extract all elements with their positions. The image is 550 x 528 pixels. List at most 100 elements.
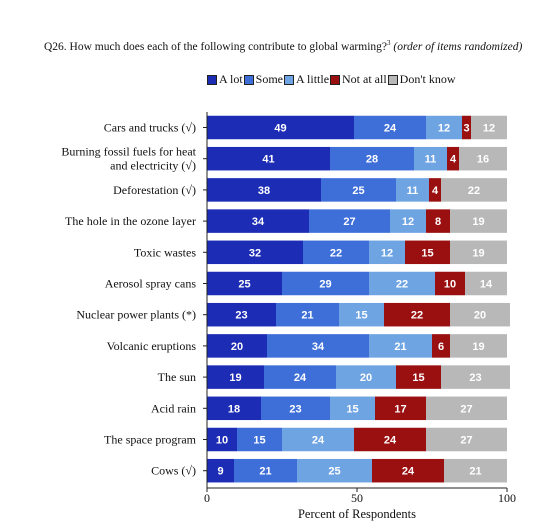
value-label: 19 (472, 341, 484, 353)
bar-segment (396, 365, 441, 389)
chart-title-text: Q26. How much does each of the following… (44, 40, 388, 53)
x-tick-label: 100 (498, 491, 516, 505)
chart-title-note: (order of items randomized) (393, 40, 523, 53)
bar-segment (429, 178, 441, 202)
value-label: 27 (460, 435, 472, 447)
value-label: 27 (343, 216, 355, 228)
value-label: 22 (330, 247, 342, 259)
x-axis-title: Percent of Respondents (298, 507, 416, 521)
value-label: 18 (228, 403, 240, 415)
bar-segment (354, 115, 426, 140)
value-label: 15 (253, 435, 265, 447)
bar-segment (261, 396, 330, 421)
value-label: 6 (438, 341, 444, 353)
bar-segment (207, 334, 267, 358)
value-label: 12 (381, 247, 393, 259)
value-label: 23 (289, 403, 301, 415)
value-label: 41 (262, 154, 274, 166)
bar-segment (321, 178, 396, 202)
bar-segment (369, 271, 435, 296)
value-label: 24 (312, 435, 325, 447)
value-label: 19 (472, 216, 484, 228)
bar-segment (390, 209, 426, 233)
value-label: 9 (217, 466, 223, 478)
category-label: Toxic wastes (134, 245, 196, 259)
bar-segment (330, 146, 414, 171)
legend-label: Not at all (342, 72, 387, 86)
category-label: Volcanic eruptions (107, 339, 197, 353)
legend-swatch (330, 74, 341, 85)
bar-segment (384, 302, 450, 327)
bar-segment (207, 146, 330, 171)
value-label: 24 (384, 435, 397, 447)
bar-segment (276, 302, 339, 327)
legend-label: A lot (219, 72, 243, 86)
bar-segment (207, 178, 321, 202)
category-label: The sun (158, 370, 196, 384)
bar-segment (207, 396, 261, 421)
value-label: 22 (411, 310, 423, 322)
legend-swatch (284, 74, 295, 85)
legend-item: Don't know (387, 72, 456, 87)
value-label: 21 (394, 341, 406, 353)
bar-segment (207, 271, 282, 296)
value-label: 23 (469, 372, 481, 384)
value-label: 34 (252, 216, 265, 228)
x-tick-label: 50 (351, 491, 363, 505)
category-label: Deforestation (√) (113, 183, 196, 197)
bar-segment (237, 427, 282, 452)
bar-segment (426, 115, 462, 140)
value-label: 17 (394, 403, 406, 415)
value-label: 11 (425, 154, 437, 166)
value-label: 16 (477, 154, 489, 166)
value-label: 38 (258, 185, 270, 197)
bar-segment (441, 365, 510, 389)
bar-segment (207, 302, 276, 327)
category-label: Acid rain (151, 401, 196, 415)
bar-segment (447, 146, 459, 171)
value-label: 20 (360, 372, 372, 384)
value-label: 21 (469, 466, 481, 478)
bar-segment (330, 396, 375, 421)
bar-segment (426, 396, 507, 421)
chart-title: Q26. How much does each of the following… (44, 39, 544, 53)
bar-segment (444, 458, 507, 483)
bar-segment (450, 209, 507, 233)
legend-swatch (387, 74, 398, 85)
category-label: The space program (104, 433, 197, 447)
value-label: 3 (463, 123, 469, 135)
bar-segment (426, 427, 507, 452)
bar-segment (462, 115, 471, 140)
bar-segment (336, 365, 396, 389)
bar-segment (465, 271, 507, 296)
bar-segment (369, 334, 432, 358)
legend-item: A little (284, 72, 329, 87)
value-label: 25 (328, 466, 340, 478)
value-label: 28 (366, 154, 378, 166)
value-label: 10 (444, 279, 456, 291)
bar-segment (369, 240, 405, 265)
value-label: 8 (435, 216, 441, 228)
bar-segment (471, 115, 507, 140)
value-label: 12 (483, 123, 495, 135)
bar-segment (441, 178, 507, 202)
category-label: Burning fossil fuels for heat and electri… (61, 145, 196, 173)
bar-segment (303, 240, 369, 265)
value-label: 11 (407, 185, 419, 197)
legend-item: Some (243, 72, 283, 87)
bar-segment (309, 209, 390, 233)
bar-segment (207, 115, 354, 140)
value-label: 15 (346, 403, 358, 415)
legend: A lot Some A little Not at all Don't know (207, 72, 457, 89)
bar-segment (450, 302, 510, 327)
value-label: 32 (249, 247, 261, 259)
category-label: Cars and trucks (√) (104, 121, 196, 135)
chart-title-footnote: 3 (387, 39, 391, 47)
bar-segment (207, 427, 237, 452)
legend-item: A lot (207, 72, 243, 87)
value-label: 19 (472, 247, 484, 259)
value-label: 23 (235, 310, 247, 322)
bar-segment (207, 209, 309, 233)
value-label: 15 (355, 310, 367, 322)
